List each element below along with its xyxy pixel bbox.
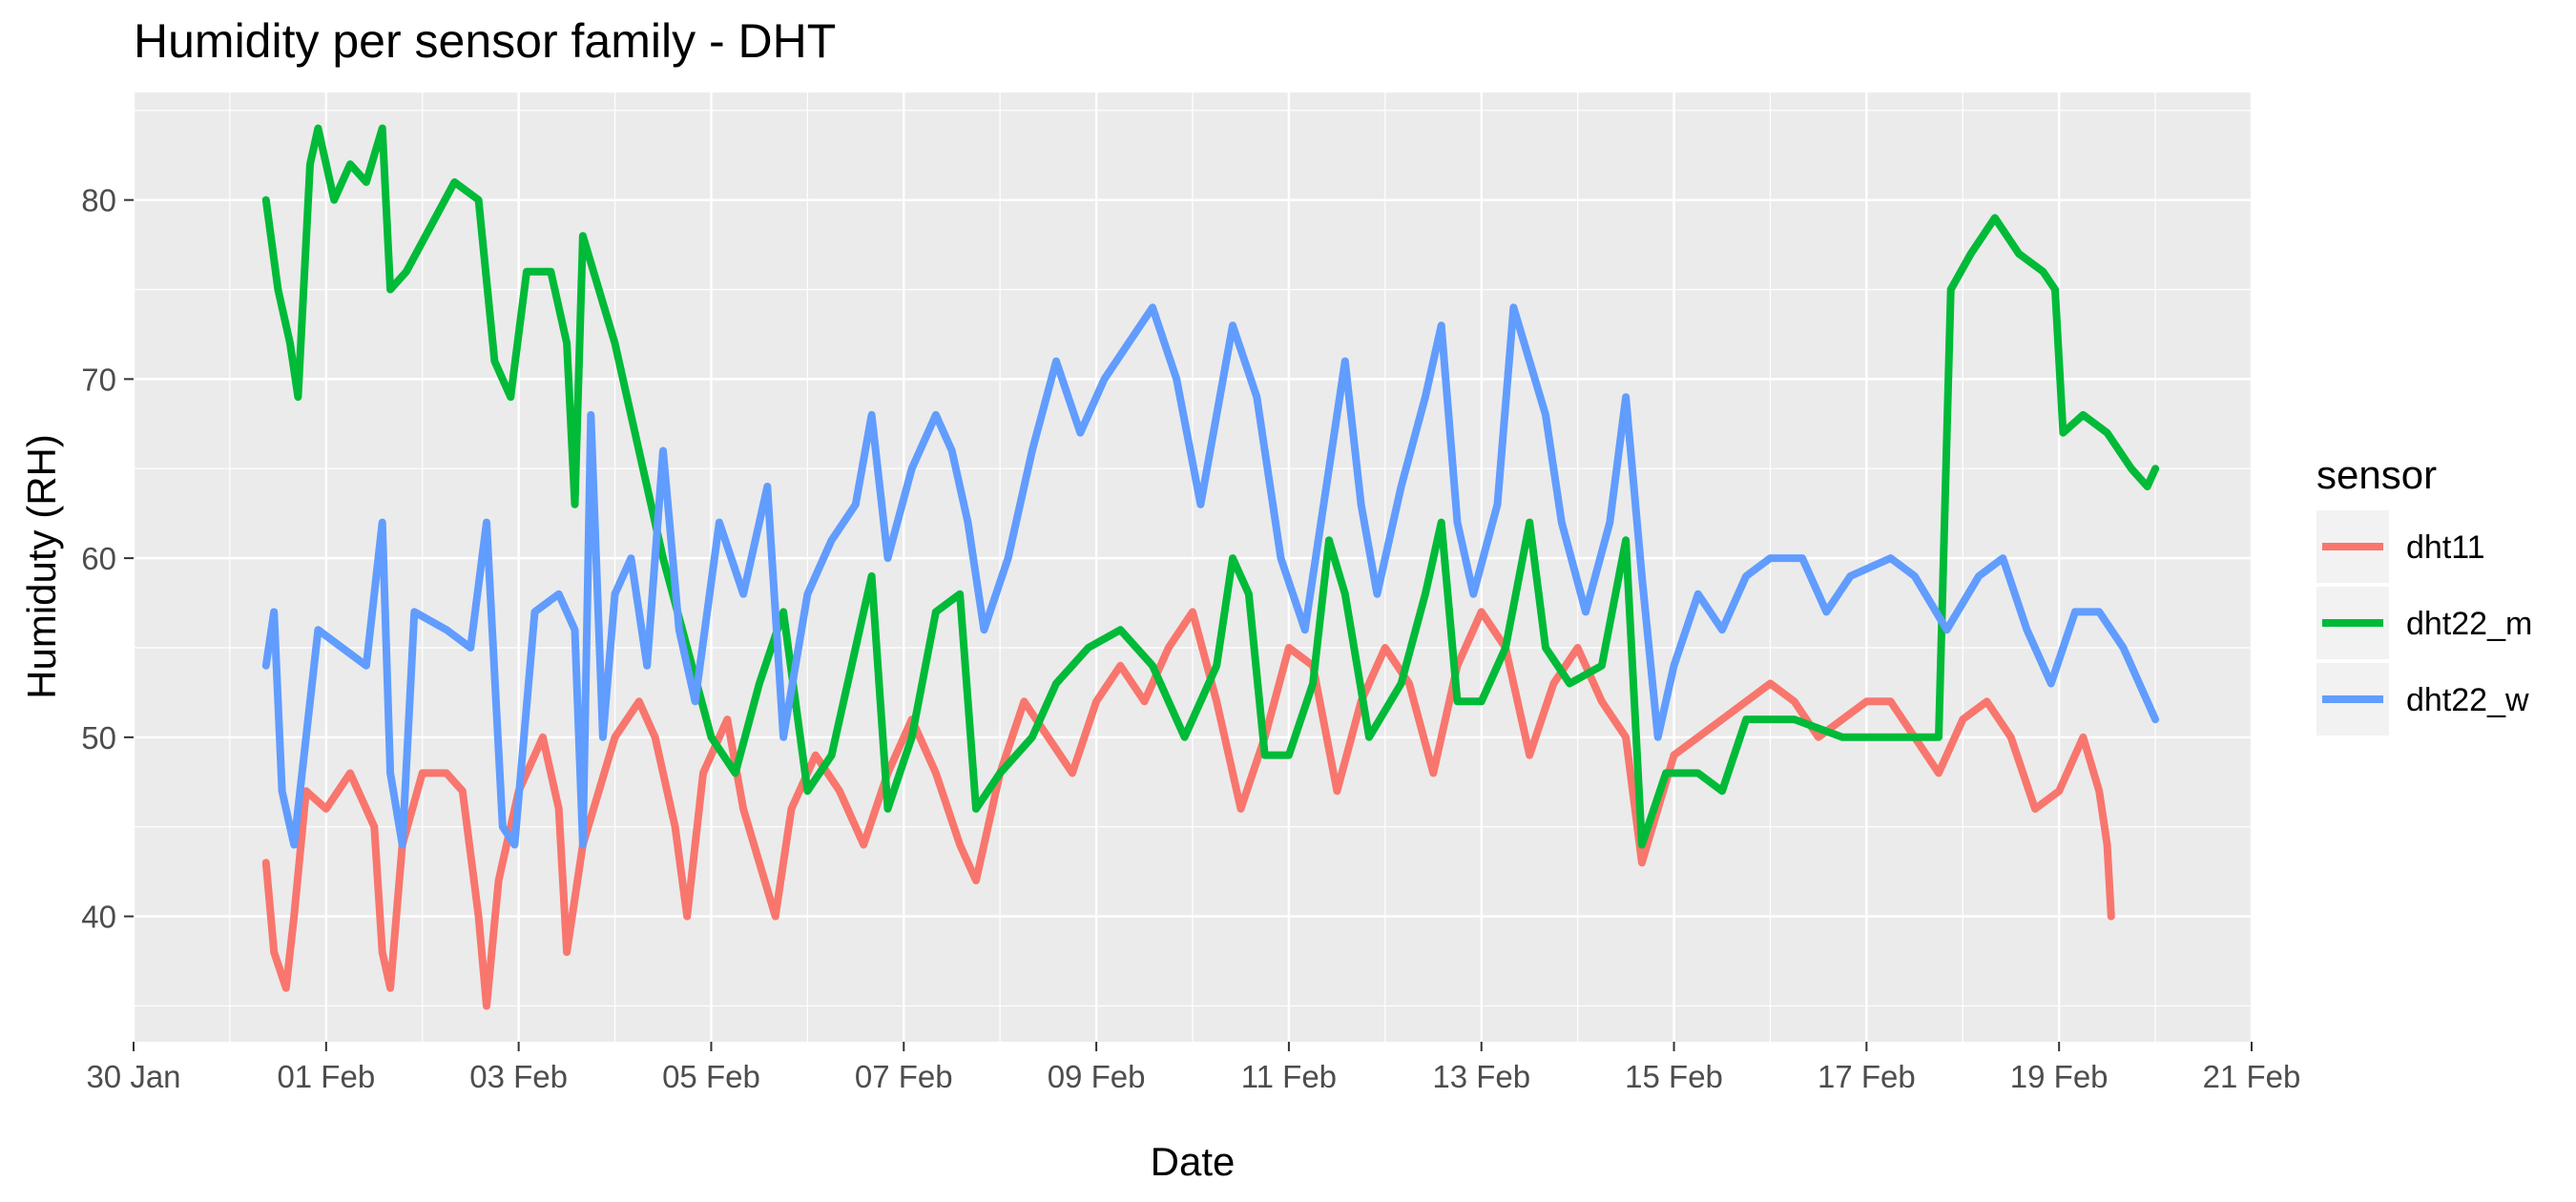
series-line-dht22_w: [261, 303, 2160, 849]
y-axis: 40 50 60 70 80: [81, 183, 134, 935]
x-tick-label: 17 Feb: [1818, 1059, 1916, 1094]
series-line-dht22_m: [261, 124, 2160, 849]
major-gridlines: [132, 93, 2254, 1042]
x-tick-label: 03 Feb: [469, 1059, 568, 1094]
y-tick-label: 40: [81, 900, 116, 935]
legend-label-dht22_w: dht22_w: [2406, 682, 2529, 718]
series-lines: [261, 124, 2160, 1010]
x-tick-label: 21 Feb: [2203, 1059, 2301, 1094]
legend-label-dht22_m: dht22_m: [2406, 606, 2532, 642]
y-axis-label: Humiduty (RH): [19, 434, 64, 699]
legend-title: sensor: [2316, 452, 2437, 497]
x-tick-label: 13 Feb: [1432, 1059, 1530, 1094]
x-tick-label: 09 Feb: [1048, 1059, 1146, 1094]
series-line-dht11: [261, 608, 2115, 1010]
x-axis: 30 Jan 01 Feb 03 Feb 05 Feb 07 Feb 09 Feb 11 F…: [86, 1042, 2300, 1094]
legend: sensor dht11 dht22_m dht22_w: [2316, 452, 2532, 736]
y-tick-label: 50: [81, 720, 116, 756]
x-tick-label: 19 Feb: [2010, 1059, 2109, 1094]
y-tick-label: 70: [81, 362, 116, 397]
y-tick-label: 60: [81, 541, 116, 576]
x-tick-label: 15 Feb: [1625, 1059, 1723, 1094]
x-axis-label: Date: [1151, 1139, 1236, 1184]
legend-label-dht11: dht11: [2406, 529, 2485, 566]
x-tick-label: 05 Feb: [662, 1059, 760, 1094]
chart-title: Humidity per sensor family - DHT: [134, 14, 836, 68]
x-tick-label: 30 Jan: [86, 1059, 180, 1094]
x-tick-label: 11 Feb: [1241, 1059, 1337, 1094]
y-tick-label: 80: [81, 183, 116, 218]
x-tick-label: 01 Feb: [277, 1059, 375, 1094]
x-tick-label: 07 Feb: [855, 1059, 953, 1094]
